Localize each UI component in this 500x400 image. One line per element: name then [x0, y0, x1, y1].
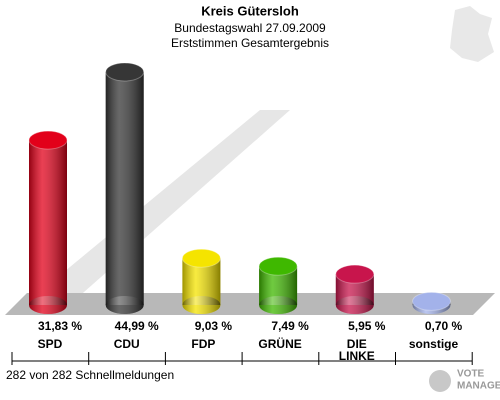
bar-bottom-shade: [259, 296, 298, 314]
bar-top: [258, 256, 298, 276]
category-label: FDP: [191, 337, 216, 351]
logo: VOTE MANAGER: [429, 369, 500, 392]
value-label: 9,03 %: [195, 319, 233, 333]
chart-title: Kreis Gütersloh: [201, 3, 299, 18]
bar-top: [105, 62, 145, 82]
bar-top: [335, 264, 375, 284]
chart-subtitle: Bundestagswahl 27.09.2009: [174, 21, 326, 35]
bar-shade: [105, 71, 144, 305]
category-label: SPD: [37, 337, 63, 351]
value-label: 5,95 %: [348, 319, 386, 333]
category-label: GRÜNE: [258, 337, 302, 351]
bar-bottom-shade: [105, 296, 144, 314]
value-label: 0,70 %: [425, 319, 463, 333]
category-label: CDU: [113, 337, 140, 351]
bar-shade: [29, 140, 67, 305]
bar-bottom-shade: [335, 296, 374, 314]
shadow: [30, 110, 290, 300]
value-label: 31,83 %: [38, 319, 82, 333]
bar-top: [412, 291, 451, 311]
footer: 282 von 282 Schnellmeldungen: [6, 368, 174, 382]
bar-top: [181, 248, 221, 268]
logo-icon: [429, 370, 451, 392]
category-label: DIE LINKE: [338, 337, 375, 363]
value-label: 44,99 %: [115, 319, 159, 333]
value-label: 7,49 %: [271, 319, 309, 333]
map-icon: [450, 6, 494, 62]
bar-bottom-shade: [29, 296, 67, 314]
category-label: sonstige: [408, 337, 459, 351]
bar-bottom-shade: [182, 296, 221, 314]
logo-text: VOTE: [457, 369, 485, 380]
bar-top: [28, 130, 68, 150]
logo-text: MANAGER: [457, 381, 500, 392]
chart-subtitle: Erststimmen Gesamtergebnis: [171, 36, 329, 50]
